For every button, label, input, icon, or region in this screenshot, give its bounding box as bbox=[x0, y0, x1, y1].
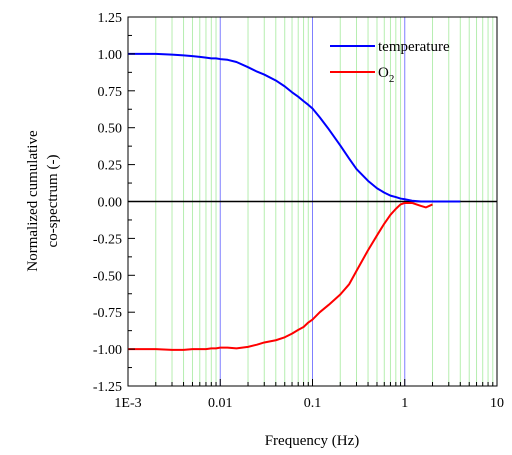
series-layer bbox=[128, 52, 461, 351]
y-tick-label: 0.25 bbox=[98, 159, 123, 174]
series-line-o2 bbox=[128, 201, 433, 351]
x-tick-label: 1 bbox=[401, 396, 408, 411]
y-tick-label: 0.00 bbox=[98, 196, 123, 211]
y-tick-label: 0.50 bbox=[98, 122, 123, 137]
x-tick-label: 10 bbox=[490, 396, 504, 411]
axes: 1.25 1.00 0.75 0.50 0.25 0.00 -0.25 -0.50 -0.75 -… bbox=[93, 11, 504, 411]
y-axis-label-line2: co-spectrum (-) bbox=[45, 155, 61, 248]
y-tick-label: -0.25 bbox=[93, 232, 122, 247]
y-tick-label: -0.75 bbox=[93, 306, 122, 321]
x-tick-label: 0.01 bbox=[208, 396, 233, 411]
y-axis-label-line1: Normalized cumulative bbox=[25, 130, 41, 272]
x-axis-label: Frequency (Hz) bbox=[265, 433, 360, 449]
y-tick-label: 0.75 bbox=[98, 85, 123, 100]
y-tick-label: -1.00 bbox=[93, 343, 122, 358]
x-tick-label: 0.1 bbox=[304, 396, 322, 411]
y-axis-label: Normalized cumulative co-spectrum (-) bbox=[25, 130, 61, 272]
y-tick-label: 1.25 bbox=[98, 11, 123, 26]
series-line-temperature bbox=[128, 52, 461, 203]
x-tick-label: 1E-3 bbox=[114, 396, 141, 411]
legend-label-subscript: 2 bbox=[389, 73, 395, 85]
y-tick-label: -0.50 bbox=[93, 269, 122, 284]
legend-label-o2: O2 bbox=[378, 65, 394, 85]
legend-label-temperature: temperature bbox=[378, 39, 450, 55]
legend: temperature O2 bbox=[330, 39, 450, 85]
y-tick-label: 1.00 bbox=[98, 48, 123, 63]
y-tick-label: -1.25 bbox=[93, 380, 122, 395]
